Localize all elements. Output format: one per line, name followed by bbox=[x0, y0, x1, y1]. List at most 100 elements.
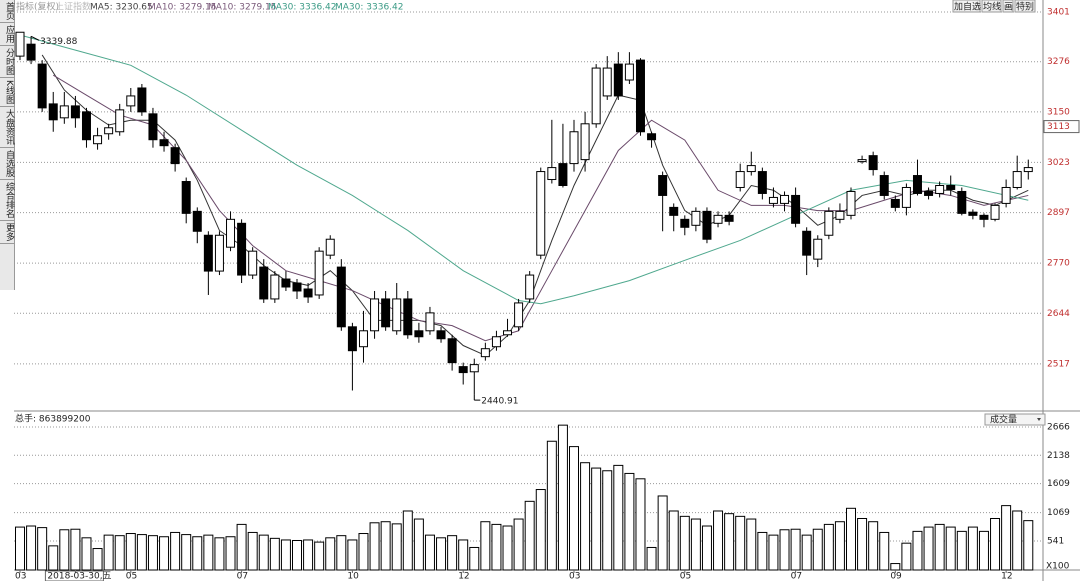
x-tick-label: 09 bbox=[890, 572, 902, 581]
volume-bar bbox=[657, 495, 668, 571]
sidebar-tab[interactable]: 大盘资讯 bbox=[0, 107, 14, 148]
candle-body bbox=[325, 238, 335, 256]
volume-bar bbox=[125, 533, 136, 571]
volume-bar bbox=[668, 510, 679, 571]
button bbox=[952, 0, 981, 13]
sidebar-tab[interactable]: 首页 bbox=[0, 0, 14, 23]
y-tick-label: 2517 bbox=[1047, 359, 1070, 369]
candle-body bbox=[26, 43, 36, 61]
button-label[interactable]: 均线 bbox=[983, 1, 1001, 13]
volume-tick-label: 1069 bbox=[1047, 508, 1070, 518]
volume-bar bbox=[768, 534, 779, 571]
candle-body bbox=[624, 63, 634, 81]
dropdown-arrow bbox=[1037, 418, 1041, 421]
sidebar-tab[interactable]: 综合排名 bbox=[0, 180, 14, 221]
volume-bar bbox=[336, 535, 347, 571]
candle-body bbox=[93, 135, 103, 145]
candle-body bbox=[957, 190, 967, 214]
candle-body bbox=[214, 234, 224, 272]
x-tick-label: 12 bbox=[1001, 572, 1012, 581]
volume-bar bbox=[569, 446, 579, 571]
candle-body bbox=[281, 278, 291, 288]
volume-bar bbox=[458, 539, 469, 571]
volume-bar bbox=[868, 521, 879, 571]
volume-bar bbox=[823, 523, 834, 571]
volume-bar bbox=[436, 537, 447, 571]
candle-body bbox=[458, 366, 468, 374]
candle-body bbox=[558, 163, 568, 186]
button-label[interactable]: 加自选 bbox=[954, 1, 981, 13]
candle-body bbox=[924, 190, 934, 196]
candle-body bbox=[835, 210, 845, 220]
candle-body bbox=[768, 196, 778, 204]
button-label[interactable]: 画 bbox=[1004, 2, 1013, 13]
volume-bar bbox=[857, 517, 868, 571]
volume-bar bbox=[890, 563, 901, 571]
volume-bar bbox=[225, 536, 236, 571]
volume-bar bbox=[846, 507, 856, 571]
candle-body bbox=[901, 186, 911, 208]
button-label[interactable]: 特别 bbox=[1016, 1, 1034, 13]
volume-bar bbox=[491, 523, 502, 571]
candle-body bbox=[635, 59, 645, 133]
volume-bar bbox=[790, 528, 801, 571]
candle-body bbox=[602, 67, 612, 97]
ma-line bbox=[52, 74, 1029, 342]
y-tick-label: 3023 bbox=[1047, 158, 1070, 168]
volume-bar bbox=[535, 489, 546, 571]
candle-body bbox=[237, 222, 247, 276]
volume-bar bbox=[901, 542, 912, 571]
candle-body bbox=[314, 250, 324, 296]
candle-body bbox=[181, 181, 191, 214]
x-tick-label: 07 bbox=[791, 572, 802, 581]
candle-body bbox=[203, 234, 213, 272]
y-tick-label: 3150 bbox=[1047, 107, 1070, 117]
volume-bar bbox=[591, 467, 602, 571]
volume-bar bbox=[502, 525, 513, 571]
volume-bar bbox=[945, 526, 956, 571]
candle-body bbox=[724, 214, 734, 222]
candle-body bbox=[1012, 171, 1022, 188]
candle-body bbox=[336, 266, 346, 328]
candle-body bbox=[680, 218, 690, 228]
header-item: MA5: 3230.65 bbox=[90, 3, 153, 13]
volume-tick-label: 541 bbox=[1047, 536, 1064, 546]
volume-bar bbox=[624, 472, 635, 571]
volume-bar bbox=[203, 534, 214, 571]
volume-bar bbox=[580, 462, 591, 571]
candle-body bbox=[613, 63, 623, 97]
volume-bar bbox=[746, 518, 757, 571]
candle-body bbox=[480, 348, 490, 358]
volume-bar bbox=[391, 523, 402, 571]
x-tick-label: 10 bbox=[347, 572, 359, 581]
candle-body bbox=[469, 364, 479, 373]
candle-body bbox=[137, 87, 147, 113]
header-item: 指标(复权) bbox=[16, 1, 59, 13]
volume-dropdown-label: 成交量 bbox=[990, 414, 1017, 426]
candle-body bbox=[979, 214, 989, 220]
volume-bar bbox=[602, 470, 613, 571]
volume-bar bbox=[347, 539, 358, 571]
volume-bar bbox=[70, 528, 81, 571]
sidebar-tab[interactable]: 自选股 bbox=[0, 148, 14, 180]
x-tick-label: 05 bbox=[126, 572, 137, 581]
candle-body bbox=[857, 159, 867, 163]
candle-body bbox=[813, 238, 823, 260]
volume-bar bbox=[369, 522, 380, 571]
sidebar-tab[interactable]: 分时图 bbox=[0, 46, 14, 78]
volume-bar bbox=[37, 527, 48, 571]
volume-dropdown[interactable] bbox=[984, 413, 1046, 426]
volume-bar bbox=[546, 440, 557, 571]
candle-body bbox=[702, 210, 712, 240]
low-annotation: 2440.91 bbox=[481, 397, 518, 407]
volume-bar bbox=[26, 525, 37, 571]
sidebar-tab[interactable]: 应用 bbox=[0, 23, 14, 46]
volume-bar bbox=[613, 464, 624, 571]
volume-bar bbox=[513, 518, 524, 571]
sidebar-tab[interactable]: 更多 bbox=[0, 221, 14, 244]
sidebar-tab[interactable]: K线图 bbox=[0, 78, 14, 107]
volume-bar bbox=[247, 531, 258, 571]
volume-bar bbox=[258, 534, 269, 571]
candle-body bbox=[192, 210, 202, 232]
volume-bar bbox=[557, 424, 568, 571]
